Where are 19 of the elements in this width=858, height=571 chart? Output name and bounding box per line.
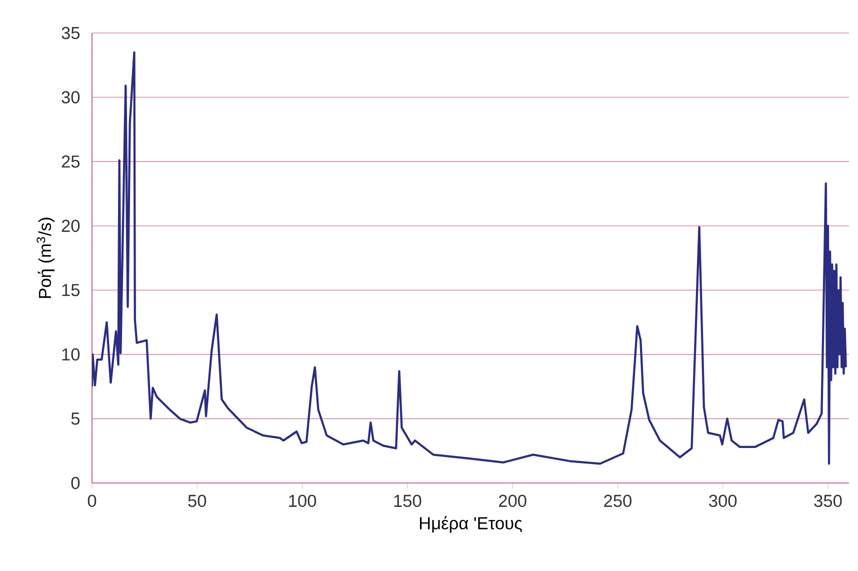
x-tick-label: 0 xyxy=(88,494,96,507)
y-tick-label: 25 xyxy=(62,155,80,168)
x-tick-label: 350 xyxy=(814,494,842,507)
y-tick-label: 20 xyxy=(62,220,80,232)
x-axis-title: Ημέρα 'Ετους xyxy=(420,516,522,533)
x-tick-label: 250 xyxy=(604,494,632,507)
y-tick-label: 0 xyxy=(71,476,80,490)
x-tick-label: 150 xyxy=(394,494,422,507)
x-tick-label: 50 xyxy=(188,494,206,507)
y-tick-label: 15 xyxy=(62,284,80,296)
y-tick-label: 30 xyxy=(62,91,80,104)
y-tick-label: 5 xyxy=(71,412,80,425)
y-tick-label: 35 xyxy=(62,26,80,40)
x-tick-label: 200 xyxy=(498,494,526,507)
x-tick-label: 300 xyxy=(709,494,737,507)
x-tick-label: 100 xyxy=(289,494,316,507)
y-axis-title: Ροή (m$^{3}$/s) xyxy=(36,218,55,298)
line-series xyxy=(92,51,847,465)
y-tick-label: 10 xyxy=(62,348,80,361)
